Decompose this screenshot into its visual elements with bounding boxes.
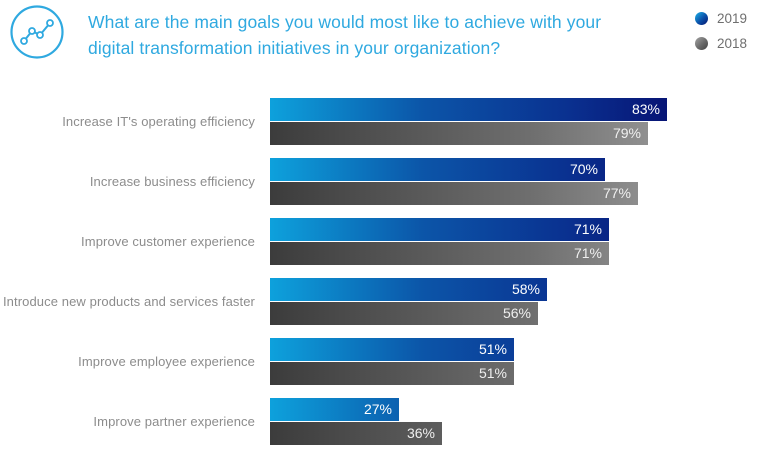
legend-item-2019: 2019 <box>694 11 747 26</box>
bar-group: Improve partner experience 27% 36% <box>0 398 760 445</box>
bar-chart: Increase IT's operating efficiency 83% 79%… <box>0 98 760 457</box>
bar-value-label: 58% <box>511 281 540 297</box>
category-label: Increase IT's operating efficiency <box>62 114 255 129</box>
bar-fill-2019 <box>270 398 399 421</box>
bar-2018: 79% <box>270 122 648 145</box>
bar-pair: 70% 77% <box>270 158 750 205</box>
bar-fill-2019 <box>270 98 667 121</box>
category-label: Introduce new products and services fast… <box>2 294 255 309</box>
bar-group: Increase IT's operating efficiency 83% 79% <box>0 98 760 145</box>
bar-value-label: 83% <box>631 101 660 117</box>
category-label: Increase business efficiency <box>89 174 255 189</box>
legend: 2019 2018 <box>694 11 747 51</box>
bar-fill-2018 <box>270 242 609 265</box>
category-label: Improve partner experience <box>93 414 255 429</box>
bar-fill-2018 <box>270 362 514 385</box>
bar-pair: 71% 71% <box>270 218 750 265</box>
bar-pair: 58% 56% <box>270 278 750 325</box>
bar-value-label: 79% <box>612 125 641 141</box>
legend-dot-2019-icon <box>694 12 708 25</box>
bar-fill-2018 <box>270 302 538 325</box>
bar-group: Introduce new products and services fast… <box>0 278 760 325</box>
bar-pair: 83% 79% <box>270 98 750 145</box>
bar-value-label: 77% <box>602 185 631 201</box>
line-chart-icon <box>9 4 65 60</box>
bar-2019: 27% <box>270 398 399 421</box>
bar-2018: 36% <box>270 422 442 445</box>
bar-group: Improve customer experience 71% 71% <box>0 218 760 265</box>
legend-label-2019: 2019 <box>716 11 747 26</box>
bar-2019: 83% <box>270 98 667 121</box>
category-label: Improve employee experience <box>78 354 255 369</box>
bar-2019: 58% <box>270 278 547 301</box>
bar-2018: 77% <box>270 182 638 205</box>
bar-value-label: 71% <box>573 245 602 261</box>
bar-value-label: 27% <box>363 401 392 417</box>
bar-fill-2019 <box>270 338 514 361</box>
bar-fill-2019 <box>270 278 547 301</box>
legend-label-2018: 2018 <box>716 36 747 51</box>
bar-value-label: 51% <box>478 341 507 357</box>
bar-fill-2018 <box>270 422 442 445</box>
bar-2019: 71% <box>270 218 609 241</box>
bar-2018: 71% <box>270 242 609 265</box>
bar-pair: 51% 51% <box>270 338 750 385</box>
bar-fill-2019 <box>270 218 609 241</box>
bar-value-label: 36% <box>406 425 435 441</box>
bar-2019: 70% <box>270 158 605 181</box>
bar-2018: 56% <box>270 302 538 325</box>
bar-2018: 51% <box>270 362 514 385</box>
bar-fill-2019 <box>270 158 605 181</box>
bar-fill-2018 <box>270 122 648 145</box>
bar-group: Improve employee experience 51% 51% <box>0 338 760 385</box>
legend-dot-2018-icon <box>694 37 708 50</box>
bar-2019: 51% <box>270 338 514 361</box>
bar-group: Increase business efficiency 70% 77% <box>0 158 760 205</box>
legend-item-2018: 2018 <box>694 36 747 51</box>
category-label: Improve customer experience <box>81 234 255 249</box>
bar-value-label: 71% <box>573 221 602 237</box>
bar-fill-2018 <box>270 182 638 205</box>
bar-value-label: 56% <box>502 305 531 321</box>
bar-value-label: 51% <box>478 365 507 381</box>
bar-pair: 27% 36% <box>270 398 750 445</box>
page-title: What are the main goals you would most l… <box>88 12 602 58</box>
bar-value-label: 70% <box>569 161 598 177</box>
